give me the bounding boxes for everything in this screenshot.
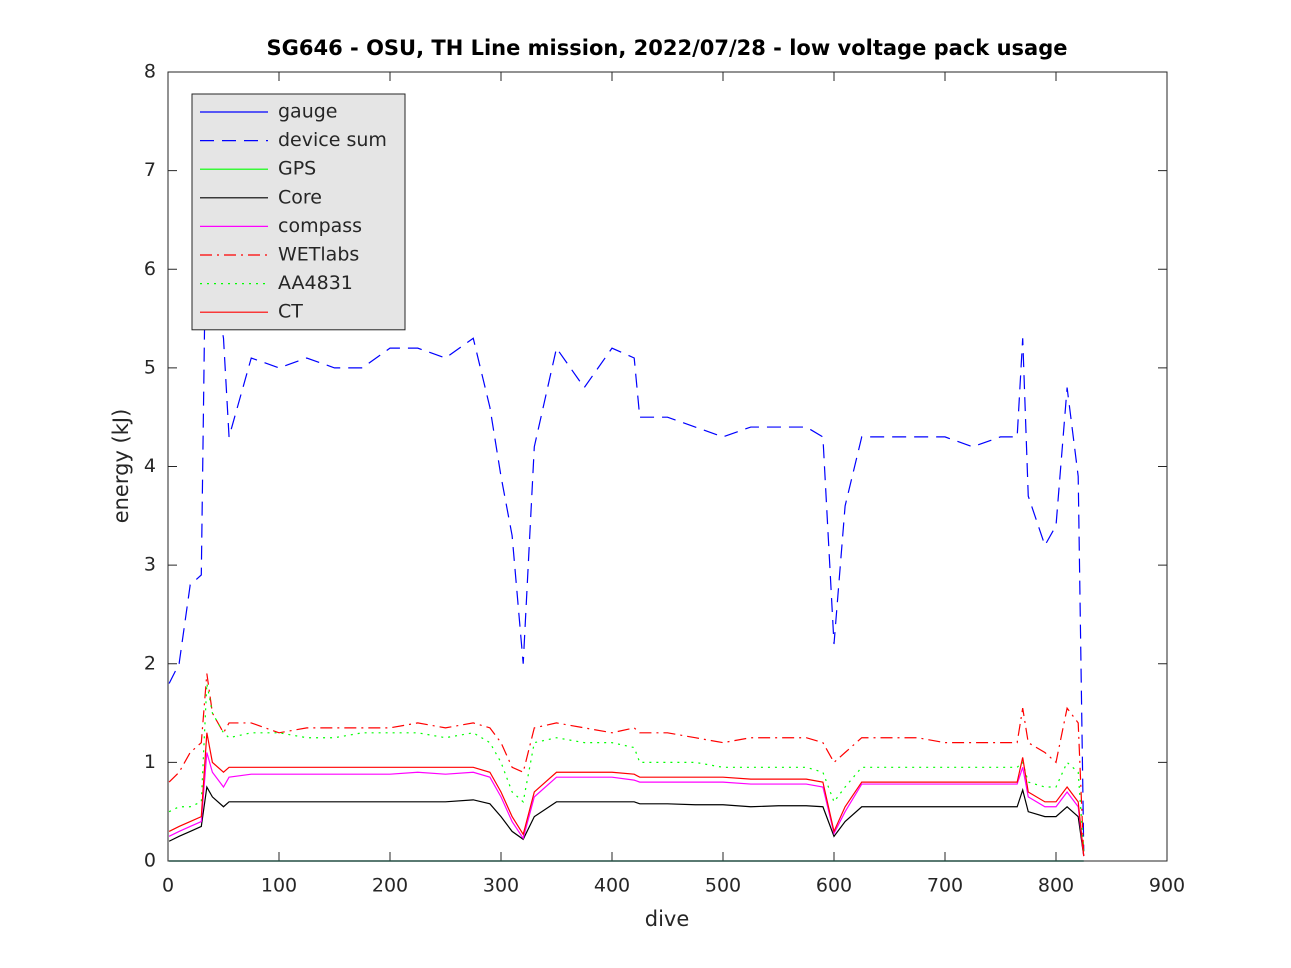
legend-box [191, 93, 406, 331]
x-tick-label: 800 [1038, 875, 1074, 897]
legend-label: CT [278, 301, 303, 323]
series-line [168, 673, 1085, 857]
x-tick-label: 300 [483, 875, 519, 897]
y-tick-label: 6 [144, 258, 156, 280]
axes-box [167, 71, 1168, 862]
y-tick-label: 3 [144, 554, 156, 576]
y-axis-label: energy (kJ) [109, 409, 133, 524]
legend-label: Core [278, 186, 322, 208]
legend-label: GPS [278, 158, 316, 180]
legend-label: compass [278, 215, 362, 237]
legend-label: AA4831 [278, 272, 353, 294]
legend-label: WETlabs [278, 244, 359, 266]
series-line [168, 752, 1085, 857]
x-tick-label: 100 [261, 875, 297, 897]
series-line [168, 732, 1085, 857]
x-axis-label: dive [645, 907, 690, 931]
y-tick-label: 2 [144, 652, 156, 674]
x-tick-label: 0 [162, 875, 174, 897]
y-tick-label: 8 [144, 61, 156, 83]
y-tick-label: 7 [144, 159, 156, 181]
y-tick-label: 1 [144, 751, 156, 773]
legend-label: gauge [278, 101, 338, 123]
series-line [168, 150, 1085, 852]
x-tick-label: 200 [372, 875, 408, 897]
x-tick-label: 400 [594, 875, 630, 897]
y-tick-label: 5 [144, 356, 156, 378]
x-tick-label: 700 [927, 875, 963, 897]
legend-label: device sum [278, 129, 387, 151]
chart-title: SG646 - OSU, TH Line mission, 2022/07/28… [267, 36, 1068, 60]
y-tick-label: 0 [144, 850, 156, 872]
y-tick-label: 4 [144, 455, 156, 477]
x-tick-label: 600 [816, 875, 852, 897]
x-tick-label: 900 [1149, 875, 1185, 897]
x-tick-label: 500 [705, 875, 741, 897]
series-line [168, 785, 1085, 857]
